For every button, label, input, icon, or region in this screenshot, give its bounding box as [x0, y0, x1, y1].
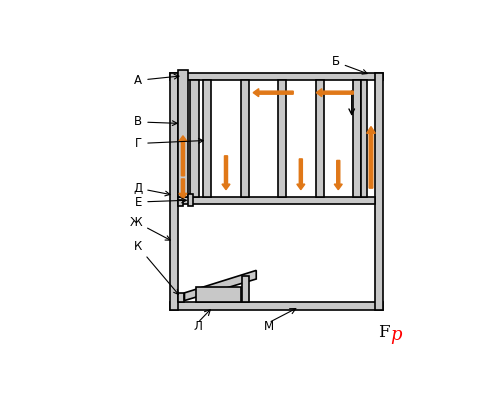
Bar [278, 80, 286, 197]
Bar [375, 73, 382, 310]
Bar [240, 80, 248, 197]
Bar [178, 197, 375, 204]
Text: Л: Л [194, 320, 202, 333]
FancyArrow shape [297, 159, 305, 190]
Text: Д: Д [133, 182, 170, 196]
FancyArrow shape [253, 89, 293, 97]
Polygon shape [184, 270, 256, 300]
Bar [178, 70, 188, 197]
Text: F: F [378, 324, 390, 342]
Bar [316, 80, 324, 197]
Text: р: р [390, 326, 402, 344]
FancyArrow shape [334, 160, 342, 190]
Bar [170, 302, 382, 310]
FancyArrow shape [179, 136, 187, 176]
FancyArrow shape [179, 179, 187, 199]
Bar [204, 80, 212, 197]
Bar [178, 293, 184, 302]
Text: Г: Г [135, 137, 203, 150]
Bar [196, 287, 241, 302]
Bar [353, 80, 361, 197]
FancyArrow shape [316, 89, 354, 97]
FancyArrow shape [222, 156, 230, 190]
Text: Е: Е [135, 196, 186, 208]
Bar [361, 80, 367, 197]
Text: Ж: Ж [130, 216, 170, 240]
Bar [242, 276, 248, 302]
Text: В: В [134, 116, 177, 128]
Text: К: К [134, 240, 178, 294]
Text: Б: Б [332, 55, 367, 74]
Bar [190, 80, 198, 197]
Bar [170, 73, 177, 310]
Bar [188, 194, 193, 206]
Bar [170, 73, 382, 80]
Text: А: А [134, 74, 179, 87]
Text: М: М [264, 320, 274, 333]
FancyArrow shape [366, 126, 376, 188]
Bar [178, 200, 184, 206]
